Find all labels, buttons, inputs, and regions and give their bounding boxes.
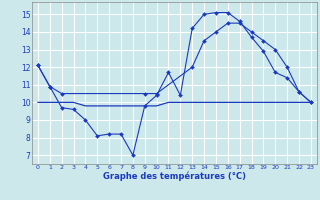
X-axis label: Graphe des températures (°C): Graphe des températures (°C): [103, 171, 246, 181]
